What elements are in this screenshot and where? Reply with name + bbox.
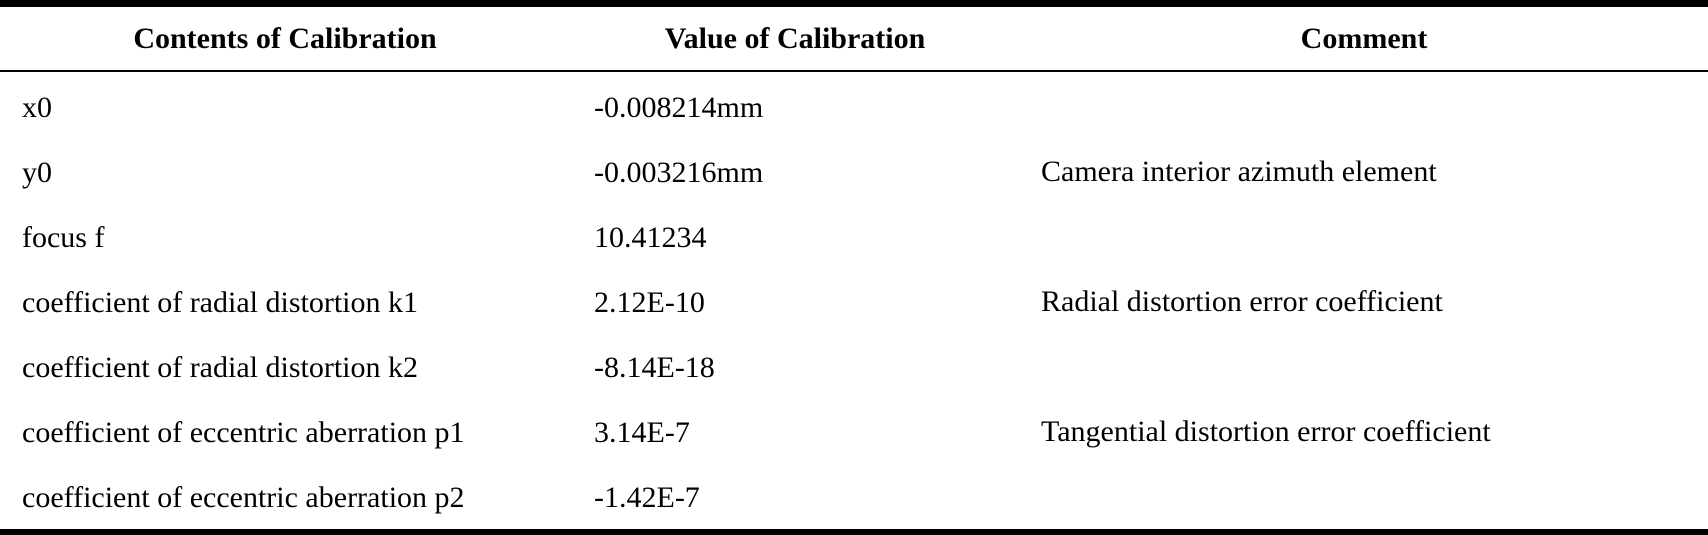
row-content-cell: coefficient of radial distortion k2 <box>22 351 418 384</box>
table-top-rule <box>0 0 1708 7</box>
table-header-row: Contents of Calibration Value of Calibra… <box>0 7 1708 70</box>
comment-tangential-distortion: Tangential distortion error coefficient <box>1041 415 1491 448</box>
table-header-rule <box>0 70 1708 72</box>
row-value-cell: 10.41234 <box>594 221 707 254</box>
row-value-cell: 3.14E-7 <box>594 416 690 449</box>
row-value-cell: -1.42E-7 <box>594 481 700 514</box>
row-content-cell: x0 <box>22 91 52 124</box>
row-value-cell: -8.14E-18 <box>594 351 715 384</box>
table-row: coefficient of eccentric aberration p1 3… <box>0 400 1708 465</box>
table-body: x0 -0.008214mm y0 -0.003216mm focus f 10… <box>0 75 1708 529</box>
table-row: y0 -0.003216mm <box>0 140 1708 205</box>
table-row: coefficient of eccentric aberration p2 -… <box>0 465 1708 530</box>
table-row: coefficient of radial distortion k2 -8.1… <box>0 335 1708 400</box>
comment-camera-interior: Camera interior azimuth element <box>1041 155 1437 188</box>
row-content-cell: coefficient of eccentric aberration p1 <box>22 416 465 449</box>
table-row: x0 -0.008214mm <box>0 75 1708 140</box>
table-bottom-rule <box>0 529 1708 535</box>
row-content-cell: focus f <box>22 221 105 254</box>
row-content-cell: y0 <box>22 156 52 189</box>
table-row: coefficient of radial distortion k1 2.12… <box>0 270 1708 335</box>
comment-radial-distortion: Radial distortion error coefficient <box>1041 285 1443 318</box>
row-value-cell: -0.008214mm <box>594 91 764 124</box>
row-value-cell: -0.003216mm <box>594 156 764 189</box>
header-comment: Comment <box>1300 22 1428 55</box>
header-value-of-calibration: Value of Calibration <box>664 22 926 55</box>
row-value-cell: 2.12E-10 <box>594 286 705 319</box>
row-content-cell: coefficient of radial distortion k1 <box>22 286 418 319</box>
table-row: focus f 10.41234 <box>0 205 1708 270</box>
header-contents-of-calibration: Contents of Calibration <box>133 22 437 55</box>
row-content-cell: coefficient of eccentric aberration p2 <box>22 481 465 514</box>
